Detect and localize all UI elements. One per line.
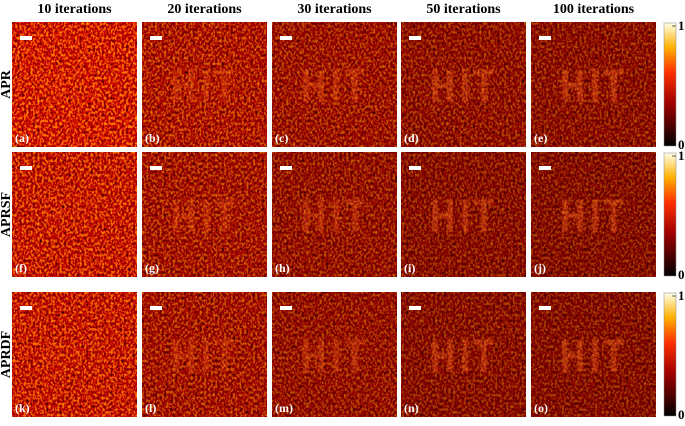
scale-bar [150,306,162,310]
column-header: 50 iterations [426,2,501,17]
colorbar [663,152,677,277]
panel-image [142,292,267,417]
panel-label: (l) [145,401,156,415]
panel-image [272,152,397,277]
panel-image [272,22,397,147]
panel-label: (h) [275,261,290,275]
panel-image [12,292,137,417]
panel-label: (a) [15,131,29,145]
colorbar-tick-label: 1 [678,148,685,163]
panel-image [272,292,397,417]
scale-bar [150,36,162,40]
panel-image [401,292,526,417]
scale-bar [20,36,32,40]
colorbar-tick-label: 0 [678,137,685,152]
colorbar-tick-label: 0 [678,407,685,422]
scale-bar [280,306,292,310]
panel-image [531,292,656,417]
column-header: 10 iterations [37,2,112,17]
panel-label: (c) [275,131,288,145]
scale-bar [539,166,551,170]
row-label: APR [0,69,14,99]
panel-label: (n) [404,401,419,415]
panel-label: (i) [404,261,415,275]
row-label: APRDF [0,331,14,378]
scale-bar [409,36,421,40]
scale-bar [409,306,421,310]
panel-label: (g) [145,261,159,275]
colorbar [663,22,677,147]
panel-image [12,152,137,277]
panel-image [142,22,267,147]
panel-image [401,22,526,147]
panel-label: (j) [534,261,546,275]
scale-bar [20,306,32,310]
panel-image [142,152,267,277]
colorbar-tick-label: 1 [678,18,685,33]
column-header: 30 iterations [297,2,372,17]
panel-image [531,152,656,277]
scale-bar [539,306,551,310]
panel-image [12,22,137,147]
panel-label: (k) [15,401,30,415]
panel-label: (d) [404,131,419,145]
scale-bar [20,166,32,170]
scale-bar [150,166,162,170]
panel-image [531,22,656,147]
column-header: 20 iterations [167,2,242,17]
scale-bar [539,36,551,40]
row-label: APRSF [0,192,14,237]
colorbar [663,292,677,417]
panel-image [401,152,526,277]
column-header: 100 iterations [553,2,635,17]
colorbar-tick-label: 0 [678,267,685,282]
scale-bar [280,36,292,40]
scale-bar [409,166,421,170]
panel-label: (b) [145,131,160,145]
panel-label: (f) [15,261,27,275]
scale-bar [280,166,292,170]
panel-label: (e) [534,131,547,145]
colorbar-tick-label: 1 [678,288,685,303]
panel-label: (o) [534,401,548,415]
panel-label: (m) [275,401,293,415]
